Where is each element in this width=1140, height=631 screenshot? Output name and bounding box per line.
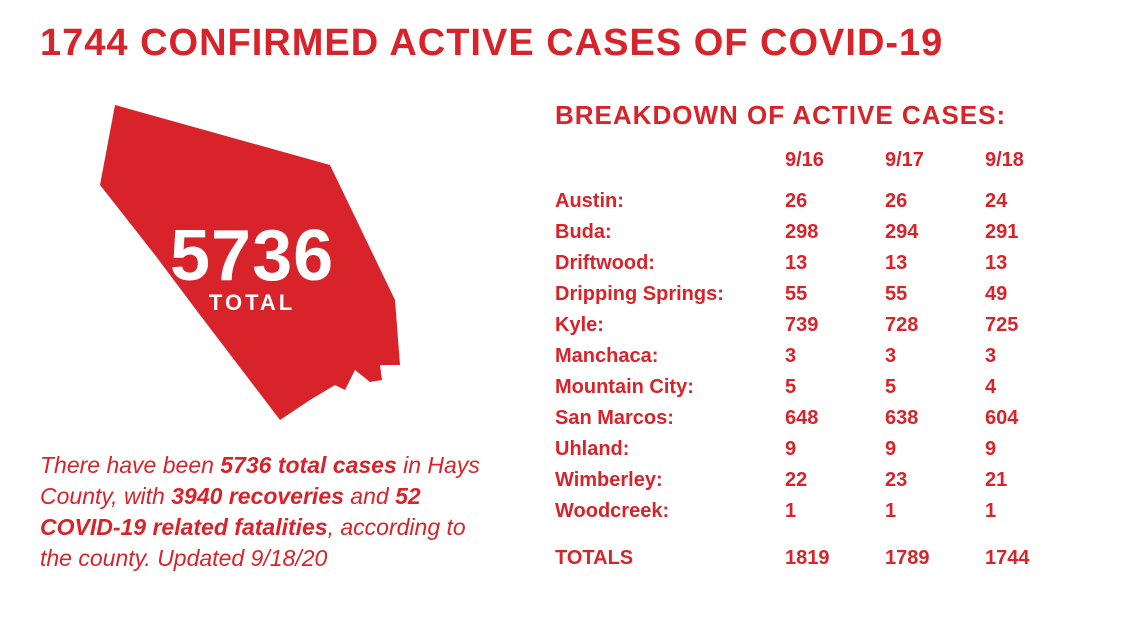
row-value: 13 — [885, 248, 985, 279]
row-value: 1 — [985, 496, 1085, 527]
breakdown-panel: BREAKDOWN OF ACTIVE CASES: 9/16 9/17 9/1… — [555, 100, 1115, 574]
row-value: 26 — [885, 186, 985, 217]
row-label: Dripping Springs: — [555, 279, 785, 310]
row-value: 22 — [785, 465, 885, 496]
map-total-number: 5736 — [170, 220, 334, 292]
row-value: 4 — [985, 372, 1085, 403]
row-value: 26 — [785, 186, 885, 217]
row-value: 9 — [885, 434, 985, 465]
row-label: Manchaca: — [555, 341, 785, 372]
row-value: 24 — [985, 186, 1085, 217]
row-value: 5 — [885, 372, 985, 403]
row-value: 13 — [785, 248, 885, 279]
table-row: Driftwood:131313 — [555, 248, 1115, 279]
row-value: 3 — [985, 341, 1085, 372]
totals-value: 1789 — [885, 543, 985, 574]
table-row: Woodcreek:111 — [555, 496, 1115, 527]
row-value: 9 — [985, 434, 1085, 465]
row-value: 294 — [885, 217, 985, 248]
table-header-blank — [555, 145, 785, 176]
row-value: 1 — [885, 496, 985, 527]
totals-label: TOTALS — [555, 543, 785, 574]
row-label: San Marcos: — [555, 403, 785, 434]
table-header-row: 9/16 9/17 9/18 — [555, 145, 1115, 176]
county-map: 5736 TOTAL — [60, 100, 460, 430]
row-value: 298 — [785, 217, 885, 248]
table-header-date: 9/16 — [785, 145, 885, 176]
row-value: 23 — [885, 465, 985, 496]
row-label: Austin: — [555, 186, 785, 217]
row-value: 648 — [785, 403, 885, 434]
table-row: Manchaca:333 — [555, 341, 1115, 372]
row-value: 725 — [985, 310, 1085, 341]
row-value: 3 — [785, 341, 885, 372]
table-header-date: 9/17 — [885, 145, 985, 176]
table-row: Kyle:739728725 — [555, 310, 1115, 341]
row-value: 9 — [785, 434, 885, 465]
summary-text: There have been 5736 total cases in Hays… — [40, 450, 490, 574]
table-header-date: 9/18 — [985, 145, 1085, 176]
headline: 1744 CONFIRMED ACTIVE CASES OF COVID-19 — [40, 22, 1100, 65]
table-body: Austin:262624Buda:298294291Driftwood:131… — [555, 186, 1115, 527]
row-label: Woodcreek: — [555, 496, 785, 527]
row-value: 55 — [785, 279, 885, 310]
row-value: 739 — [785, 310, 885, 341]
row-value: 13 — [985, 248, 1085, 279]
map-total: 5736 TOTAL — [170, 220, 334, 314]
table-row: Mountain City:554 — [555, 372, 1115, 403]
row-label: Uhland: — [555, 434, 785, 465]
row-value: 638 — [885, 403, 985, 434]
row-label: Wimberley: — [555, 465, 785, 496]
totals-value: 1819 — [785, 543, 885, 574]
table-totals-row: TOTALS 1819 1789 1744 — [555, 543, 1115, 574]
row-value: 55 — [885, 279, 985, 310]
row-label: Driftwood: — [555, 248, 785, 279]
row-value: 21 — [985, 465, 1085, 496]
summary-part: and — [344, 483, 395, 509]
row-value: 49 — [985, 279, 1085, 310]
row-value: 604 — [985, 403, 1085, 434]
table-row: Uhland:999 — [555, 434, 1115, 465]
totals-value: 1744 — [985, 543, 1085, 574]
summary-bold-total: 5736 total cases — [220, 452, 396, 478]
summary-bold-recoveries: 3940 recoveries — [171, 483, 344, 509]
table-row: Dripping Springs:555549 — [555, 279, 1115, 310]
row-value: 291 — [985, 217, 1085, 248]
row-label: Mountain City: — [555, 372, 785, 403]
table-row: San Marcos:648638604 — [555, 403, 1115, 434]
table-row: Wimberley:222321 — [555, 465, 1115, 496]
table-row: Austin:262624 — [555, 186, 1115, 217]
row-label: Buda: — [555, 217, 785, 248]
row-value: 3 — [885, 341, 985, 372]
breakdown-title: BREAKDOWN OF ACTIVE CASES: — [555, 100, 1115, 131]
row-value: 1 — [785, 496, 885, 527]
table-row: Buda:298294291 — [555, 217, 1115, 248]
summary-part: There have been — [40, 452, 220, 478]
row-label: Kyle: — [555, 310, 785, 341]
row-value: 5 — [785, 372, 885, 403]
row-value: 728 — [885, 310, 985, 341]
